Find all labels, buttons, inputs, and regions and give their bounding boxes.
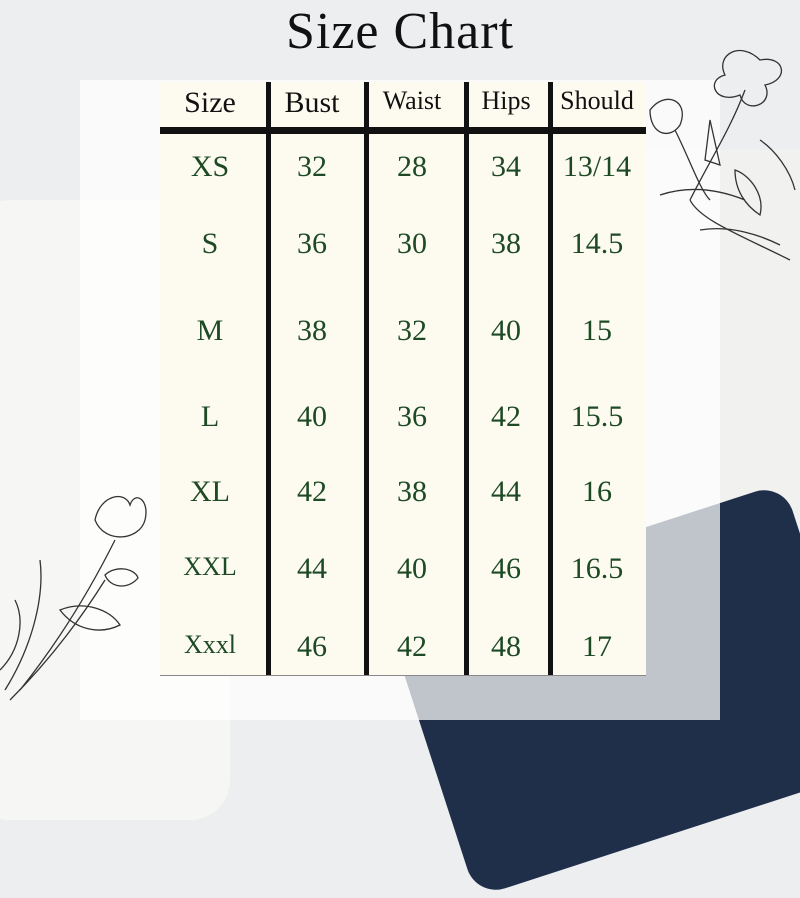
measurement-cell: 38	[297, 314, 327, 347]
measurement-cell: 48	[491, 630, 521, 663]
measurement-cell: 14.5	[570, 227, 624, 260]
measurement-cell: 42	[397, 630, 427, 663]
measurement-cell: 28	[397, 150, 427, 183]
page-title: Size Chart	[285, 3, 515, 60]
size-label: S	[201, 227, 219, 260]
measurement-cell: 36	[397, 400, 427, 433]
measurement-cell: 15.5	[570, 400, 624, 433]
size-chart-table: Size Bust Waist Hips Should XS 32 28 34 13/14 S 36 3…	[160, 82, 646, 676]
measurement-cell: 34	[491, 150, 521, 183]
measurement-cell: 13/14	[562, 150, 632, 183]
column-header-bust: Bust	[284, 86, 340, 119]
column-header-hips: Hips	[481, 86, 531, 115]
size-label: L	[200, 400, 220, 433]
size-label: XXL	[183, 552, 237, 581]
measurement-cell: 46	[297, 630, 327, 663]
measurement-cell: 38	[491, 227, 521, 260]
column-header-should: Should	[560, 86, 634, 115]
measurement-cell: 16	[582, 475, 612, 508]
measurement-cell: 46	[491, 552, 521, 585]
flower-bottom-left-icon	[0, 496, 147, 701]
size-label: M	[196, 314, 224, 347]
measurement-cell: 30	[397, 227, 427, 260]
column-divider	[266, 82, 271, 675]
column-divider	[364, 82, 369, 675]
measurement-cell: 44	[297, 552, 327, 585]
floral-line-art	[0, 49, 796, 701]
measurement-cell: 42	[297, 475, 327, 508]
column-divider	[464, 82, 469, 675]
measurement-cell: 32	[397, 314, 427, 347]
column-header-size: Size	[184, 86, 236, 119]
measurement-cell: 36	[297, 227, 327, 260]
measurement-cell: 44	[491, 475, 521, 508]
measurement-cell: 40	[397, 552, 427, 585]
measurement-cell: 40	[297, 400, 327, 433]
measurement-cell: 32	[297, 150, 327, 183]
measurement-cell: 40	[491, 314, 521, 347]
measurement-cell: 38	[397, 475, 427, 508]
header-divider	[160, 127, 646, 134]
size-label: XS	[190, 150, 230, 183]
measurement-cell: 16.5	[570, 552, 624, 585]
size-label: Xxxl	[184, 630, 236, 659]
column-divider	[548, 82, 553, 675]
measurement-cell: 42	[491, 400, 521, 433]
measurement-cell: 17	[582, 630, 612, 663]
column-header-waist: Waist	[382, 86, 442, 115]
size-label: XL	[190, 475, 230, 508]
flower-top-right-icon	[649, 49, 796, 261]
measurement-cell: 15	[582, 314, 612, 347]
